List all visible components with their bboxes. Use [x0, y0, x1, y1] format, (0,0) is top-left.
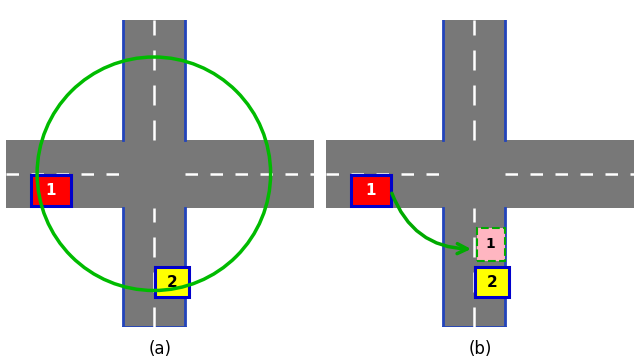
- Text: (b): (b): [468, 340, 492, 358]
- Text: 1: 1: [486, 237, 495, 252]
- Bar: [476, 268, 509, 296]
- Bar: [351, 175, 391, 206]
- Bar: [31, 175, 71, 206]
- Bar: [326, 140, 634, 207]
- Bar: [6, 140, 314, 207]
- Bar: [156, 268, 189, 296]
- Text: 1: 1: [365, 183, 376, 198]
- Bar: [443, 20, 504, 327]
- Bar: [123, 20, 184, 327]
- Bar: [477, 228, 504, 261]
- Text: 1: 1: [45, 183, 56, 198]
- Text: 2: 2: [487, 274, 498, 290]
- Text: 2: 2: [167, 274, 178, 290]
- Text: (a): (a): [148, 340, 172, 358]
